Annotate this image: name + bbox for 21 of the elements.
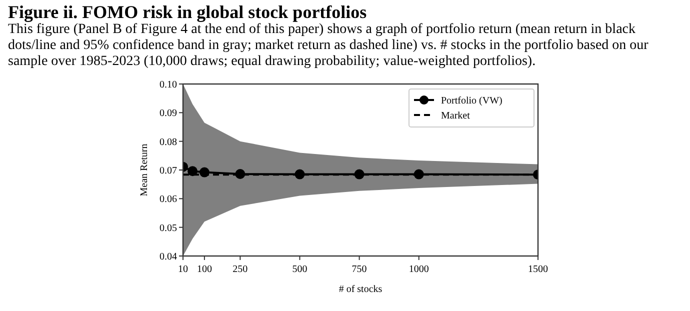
chart-subtitle: This figure (Panel B of Figure 4 at the end of this paper) shows a graph of portfolio return (mean return in black dots/line and 95% confidence band in gray; market return as dashed line) vs. # stocks in the portfolio based on our sample over 1985-2023 (10,000 draws; equal drawing probability; value-weighted portfolios). [8,22,650,70]
legend-label: Portfolio (VW) [441,96,502,106]
y-tick-label: 0.09 [160,108,177,120]
legend-label: Market [441,110,470,122]
y-tick-label: 0.04 [160,252,177,262]
x-tick-label: 10 [178,264,188,275]
x-tick-label: 1000 [408,264,429,275]
x-axis-title: # of stocks [338,284,382,295]
y-tick-label: 0.08 [160,136,177,148]
y-tick-label: 0.07 [160,166,177,176]
x-tick-label: 750 [352,264,367,275]
chart-title: Figure ii. FOMO risk in global stock portfolios [8,2,368,22]
x-tick-label: 100 [196,264,212,275]
y-tick-label: 0.05 [160,222,177,234]
x-tick-label: 250 [232,264,248,275]
y-tick-label: 0.10 [160,80,177,90]
y-tick-label: 0.06 [160,194,177,206]
point [188,166,198,176]
y-axis-title: Mean Return [139,144,150,196]
x-tick-label: 1500 [528,264,548,275]
x-tick-label: 500 [292,264,308,275]
